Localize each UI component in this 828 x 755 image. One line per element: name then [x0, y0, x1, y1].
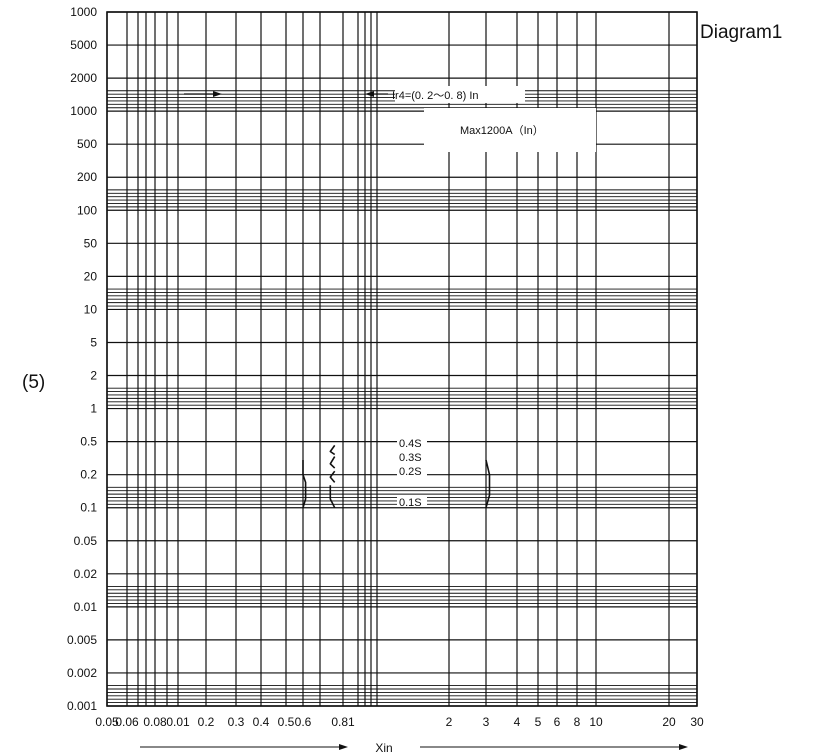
y-tick-label: 0.5 [80, 435, 97, 449]
curve-segment [485, 459, 491, 508]
y-tick-label: 500 [77, 137, 97, 151]
x-tick-label: 0.4 [253, 715, 270, 729]
x-tick-label: 0.3 [228, 715, 245, 729]
y-tick-label: 0.01 [74, 600, 98, 614]
time-label-box-4 [397, 495, 427, 507]
x-tick-label: 0.6 [295, 715, 312, 729]
tick-labels: 0.050.06 0.08 0.01 0.2 0.3 0.4 0.5 0.6 0.81 2 3 4 5 6… [67, 5, 704, 729]
curve-segment [329, 444, 336, 456]
y-tick-label: 1000 [70, 5, 97, 19]
time-label-0.1s: 0.1S [399, 497, 422, 509]
y-tick-label: 1 [90, 402, 97, 416]
xin-arrow-right-head [679, 744, 688, 750]
curves [302, 444, 491, 509]
y-tick-label: 0.005 [67, 633, 97, 647]
x-tick-label: 0.05 [95, 715, 119, 729]
y-tick-label: 0.001 [67, 699, 97, 713]
time-label-box-2 [397, 450, 427, 462]
curve-segment [302, 460, 307, 508]
grid [106, 11, 698, 707]
x-tick-label: 20 [662, 715, 676, 729]
annotations: Max1200A（In） Ir4=(0. 2～0. 8) In 0.4S 0.3… [140, 86, 688, 750]
y-tick-label: 0.02 [74, 567, 98, 581]
time-label-0.3s: 0.3S [399, 452, 422, 464]
x-tick-label: 0.08 [143, 715, 167, 729]
x-tick-label: 5 [535, 715, 542, 729]
y-tick-label: 5 [90, 335, 97, 349]
y-tick-label: 1000 [70, 104, 97, 118]
x-tick-label: 2 [446, 715, 453, 729]
x-tick-label: 6 [554, 715, 561, 729]
ir4-label: Ir4=(0. 2～0. 8) In [392, 90, 479, 102]
y-tick-label: 0.1 [80, 501, 97, 515]
y-tick-label: 5000 [70, 38, 97, 52]
ir4-label-box [395, 86, 525, 103]
curve-segment [329, 456, 336, 469]
y-tick-label: 2000 [70, 71, 97, 85]
x-tick-label: 10 [589, 715, 603, 729]
y-tick-label: 50 [84, 236, 98, 250]
x-tick-label: 30 [690, 715, 704, 729]
y-tick-label: 100 [77, 203, 97, 217]
y-tick-label: 10 [84, 302, 98, 316]
y-tick-label: 0.2 [80, 468, 97, 482]
curve-segment [329, 470, 336, 483]
curve-segment [329, 485, 336, 509]
side-label: (5) [22, 372, 45, 393]
time-label-box-1 [397, 436, 427, 448]
time-label-0.2s: 0.2S [399, 466, 422, 478]
chart-title: Diagram1 [700, 22, 782, 43]
time-label-box-3 [397, 464, 427, 476]
x-tick-label: 0.06 [115, 715, 139, 729]
x-axis-title: Xin [375, 741, 392, 755]
x-tick-label: 4 [514, 715, 521, 729]
max-label-box [424, 108, 596, 152]
x-tick-label: 0.01 [166, 715, 190, 729]
x-tick-label: 8 [574, 715, 581, 729]
time-label-0.4s: 0.4S [399, 438, 422, 450]
right-arrow-head [213, 91, 222, 97]
plot-frame [106, 11, 698, 707]
y-tick-label: 2 [90, 369, 97, 383]
x-tick-label: 3 [483, 715, 490, 729]
xin-arrow-left-head [339, 744, 348, 750]
x-tick-label: 0.5 [278, 715, 295, 729]
max-label: Max1200A（In） [460, 124, 544, 137]
x-tick-label: 0.2 [198, 715, 215, 729]
left-arrow-head [365, 91, 374, 97]
x-tick-label: 0.81 [331, 715, 355, 729]
y-tick-label: 0.002 [67, 666, 97, 680]
y-tick-label: 20 [84, 269, 98, 283]
y-tick-label: 200 [77, 170, 97, 184]
y-tick-label: 0.05 [74, 534, 98, 548]
